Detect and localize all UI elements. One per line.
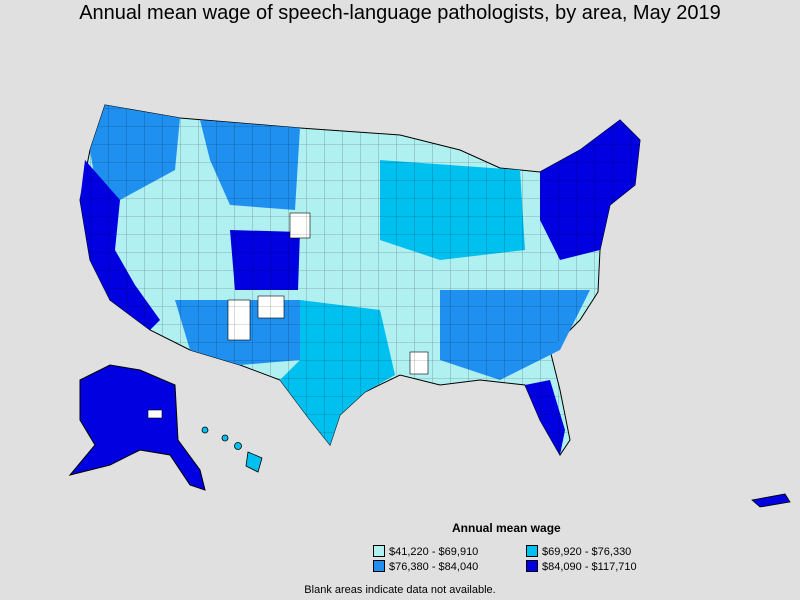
legend-label: $84,090 - $117,710 bbox=[542, 561, 637, 573]
legend-swatch bbox=[373, 560, 385, 572]
legend-item: $84,090 - $117,710 bbox=[526, 560, 637, 573]
legend-item: $69,920 - $76,330 bbox=[526, 545, 631, 558]
area-boundaries bbox=[80, 105, 640, 455]
legend-item: $76,380 - $84,040 bbox=[373, 560, 478, 573]
blank-areas-note: Blank areas indicate data not available. bbox=[304, 584, 496, 596]
legend-label: $69,920 - $76,330 bbox=[542, 546, 632, 558]
legend-swatch bbox=[526, 545, 538, 557]
legend-title: Annual mean wage bbox=[452, 521, 561, 535]
legend-label: $41,220 - $69,910 bbox=[389, 546, 479, 558]
legend-swatch bbox=[373, 545, 385, 557]
blank-area bbox=[147, 409, 163, 419]
alaska bbox=[68, 364, 206, 491]
legend-item: $41,220 - $69,910 bbox=[373, 545, 478, 558]
puerto-rico bbox=[751, 493, 791, 508]
hawaii bbox=[201, 426, 263, 473]
map-title: Annual mean wage of speech-language path… bbox=[79, 2, 721, 24]
legend-label: $76,380 - $84,040 bbox=[389, 561, 479, 573]
legend-swatch bbox=[526, 560, 538, 572]
